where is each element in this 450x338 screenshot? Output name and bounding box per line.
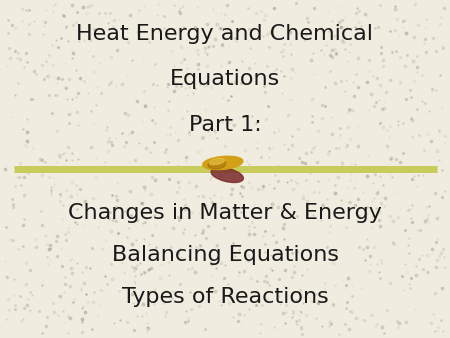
Text: Equations: Equations	[170, 69, 280, 89]
Text: Types of Reactions: Types of Reactions	[122, 287, 328, 307]
Ellipse shape	[208, 160, 226, 169]
Text: Heat Energy and Chemical: Heat Energy and Chemical	[76, 24, 373, 44]
Ellipse shape	[209, 159, 225, 165]
Text: Balancing Equations: Balancing Equations	[112, 245, 338, 265]
Text: Changes in Matter & Energy: Changes in Matter & Energy	[68, 203, 382, 223]
Text: Part 1:: Part 1:	[189, 115, 261, 135]
Ellipse shape	[211, 168, 243, 183]
Ellipse shape	[202, 156, 243, 170]
